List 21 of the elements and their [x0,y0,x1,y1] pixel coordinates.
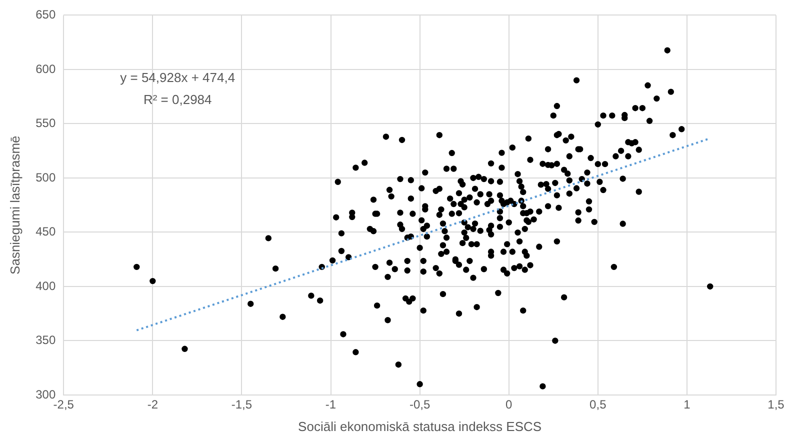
annotation: y = 54,928x + 474,4 [120,70,236,85]
y-tick-label: 350 [36,333,56,348]
x-tick-label: -0,5 [409,398,430,412]
y-tick-label: 300 [36,387,56,402]
x-tick-label: -1,5 [231,398,252,412]
x-tick-label: 0 [506,398,513,412]
y-tick-label: 650 [36,8,56,22]
y-tick-label: 550 [36,116,56,130]
x-tick-label: 1,5 [768,398,785,412]
y-tick-label: 400 [36,278,56,293]
y-tick-label: 500 [36,170,56,184]
x-tick-label: -1 [325,398,336,412]
x-axis-title: Sociāli ekonomiskā statusa indekss ESCS [298,418,542,434]
y-tick-label: 600 [36,62,56,76]
x-tick-label: -2,5 [53,398,74,412]
y-tick-label: 450 [36,224,56,239]
x-tick-label: 0,5 [590,398,607,412]
y-axis-title: Sasniegumi lasītprasmē [7,136,22,274]
x-tick-label: 1 [684,398,691,412]
annotation: R² = 0,2984 [143,92,212,107]
x-tick-label: -2 [147,398,158,412]
